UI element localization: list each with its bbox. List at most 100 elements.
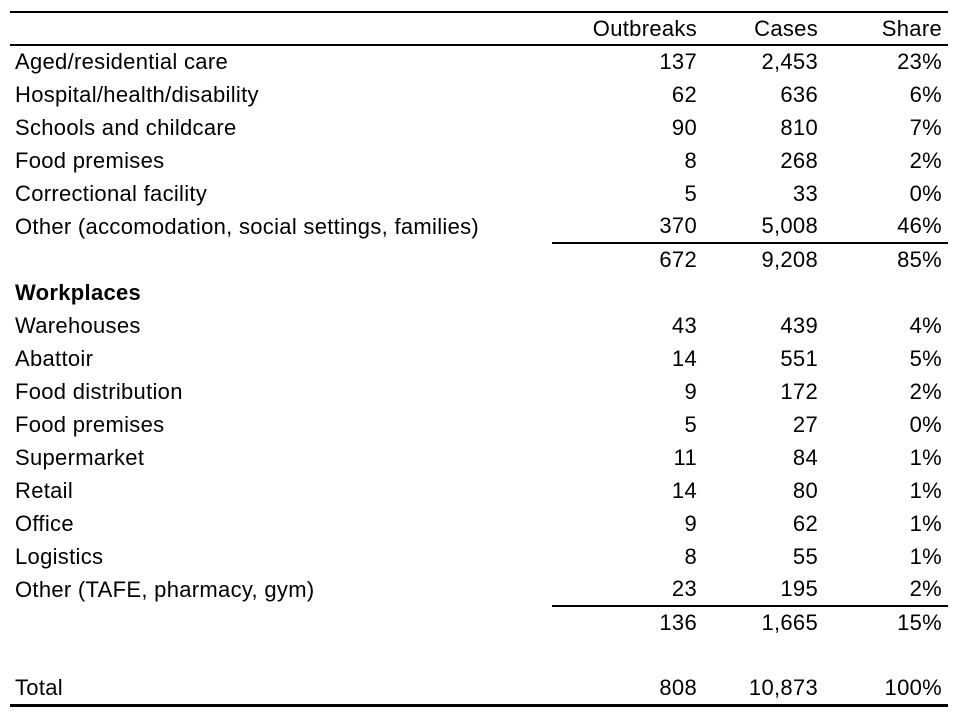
table-row: Retail 14 80 1%: [10, 474, 948, 507]
row-label: Food premises: [15, 411, 165, 437]
share-value: 1%: [909, 543, 942, 569]
row-label: [10, 606, 552, 639]
table-row: Food distribution 9 172 2%: [10, 375, 948, 408]
outbreaks-value: 62: [671, 81, 697, 107]
header-row: Outbreaks Cases Share: [10, 12, 948, 45]
cases-total: 10,873: [748, 674, 818, 700]
outbreaks-value: 23: [552, 573, 702, 607]
row-label: Logistics: [15, 543, 104, 569]
cases-value: 33: [792, 180, 818, 206]
row-label: Warehouses: [15, 312, 141, 338]
share-value: 2%: [909, 378, 942, 404]
column-header-cases: Cases: [754, 15, 818, 41]
outbreaks-value: 9: [684, 378, 697, 404]
table-body: Aged/residential care 137 2,453 23% Hosp…: [10, 45, 948, 705]
cases-subtotal: 1,665: [761, 610, 818, 635]
section-heading: Workplaces: [15, 279, 142, 305]
column-header-blank: [10, 12, 552, 45]
outbreaks-value: 90: [671, 114, 697, 140]
table-row: Hospital/health/disability 62 636 6%: [10, 78, 948, 111]
cases-value: 2,453: [761, 49, 818, 74]
cases-value: 810: [780, 114, 818, 140]
share-value: 4%: [909, 312, 942, 338]
total-label: Total: [15, 674, 63, 700]
outbreaks-value: 43: [671, 312, 697, 338]
table-row: Supermarket 11 84 1%: [10, 441, 948, 474]
share-value: 2%: [822, 573, 948, 607]
table-row: Food premises 5 27 0%: [10, 408, 948, 441]
subtotal-row: 672 9,208 85%: [10, 243, 948, 276]
table-row: Food premises 8 268 2%: [10, 144, 948, 177]
cases-value: 551: [780, 345, 818, 371]
share-value: 0%: [909, 411, 942, 437]
cases-value: 268: [780, 147, 818, 173]
share-value: 1%: [909, 477, 942, 503]
cases-value: 5,008: [702, 210, 822, 244]
cases-value: 27: [792, 411, 818, 437]
table-row: Office 9 62 1%: [10, 507, 948, 540]
table-row: Correctional facility 5 33 0%: [10, 177, 948, 210]
row-label: Correctional facility: [15, 180, 208, 206]
row-label: Aged/residential care: [15, 49, 228, 74]
share-subtotal: 85%: [897, 247, 942, 272]
cases-value: 172: [780, 378, 818, 404]
cases-subtotal: 9,208: [761, 247, 818, 272]
outbreaks-total: 808: [659, 674, 697, 700]
outbreaks-value: 137: [659, 49, 697, 74]
cases-value: 80: [792, 477, 818, 503]
table-header: Outbreaks Cases Share: [10, 12, 948, 45]
cases-value: 439: [780, 312, 818, 338]
share-value: 46%: [822, 210, 948, 244]
outbreaks-value: 9: [684, 510, 697, 536]
share-total: 100%: [884, 674, 942, 700]
cases-value: 636: [780, 81, 818, 107]
share-value: 23%: [897, 49, 942, 74]
outbreaks-value: 11: [673, 444, 697, 470]
table-row: Aged/residential care 137 2,453 23%: [10, 45, 948, 78]
cases-value: 55: [792, 543, 818, 569]
share-value: 6%: [909, 81, 942, 107]
share-value: 1%: [909, 510, 942, 536]
outbreaks-value: 8: [684, 543, 697, 569]
outbreaks-subtotal: 136: [659, 610, 697, 635]
cases-value: 84: [792, 444, 818, 470]
outbreaks-value: 14: [671, 477, 697, 503]
column-header-outbreaks: Outbreaks: [592, 15, 697, 41]
row-label: Other (TAFE, pharmacy, gym): [15, 576, 315, 602]
row-label: Food distribution: [15, 378, 183, 404]
row-label: Supermarket: [15, 444, 145, 470]
row-label: Abattoir: [15, 345, 94, 371]
row-label: Other (accomodation, social settings, fa…: [15, 213, 480, 239]
section-heading-row: Workplaces: [10, 276, 948, 309]
table-row: Other (TAFE, pharmacy, gym) 23 195 2%: [10, 573, 948, 607]
spacer-row: [10, 639, 948, 672]
column-header-share: Share: [881, 15, 942, 41]
subtotal-row: 136 1,665 15%: [10, 606, 948, 639]
outbreaks-value: 370: [552, 210, 702, 244]
cases-value: 62: [792, 510, 818, 536]
row-label: Schools and childcare: [15, 114, 237, 140]
table-row: Logistics 8 55 1%: [10, 540, 948, 573]
share-value: 7%: [909, 114, 942, 140]
outbreaks-value: 8: [684, 147, 697, 173]
table-row: Schools and childcare 90 810 7%: [10, 111, 948, 144]
share-value: 0%: [909, 180, 942, 206]
row-label: Office: [15, 510, 74, 536]
row-label: Hospital/health/disability: [15, 81, 259, 107]
share-subtotal: 15%: [897, 610, 942, 635]
row-label: [10, 243, 552, 276]
table-row: Other (accomodation, social settings, fa…: [10, 210, 948, 244]
outbreaks-value: 5: [684, 411, 697, 437]
cases-value: 195: [702, 573, 822, 607]
share-value: 1%: [909, 444, 942, 470]
outbreaks-value: 14: [671, 345, 697, 371]
share-value: 2%: [909, 147, 942, 173]
outbreaks-table: Outbreaks Cases Share Aged/residential c…: [10, 11, 948, 707]
outbreaks-subtotal: 672: [659, 247, 697, 272]
table-row: Warehouses 43 439 4%: [10, 309, 948, 342]
total-row: Total 808 10,873 100%: [10, 672, 948, 705]
outbreaks-value: 5: [684, 180, 697, 206]
row-label: Retail: [15, 477, 74, 503]
row-label: Food premises: [15, 147, 165, 173]
